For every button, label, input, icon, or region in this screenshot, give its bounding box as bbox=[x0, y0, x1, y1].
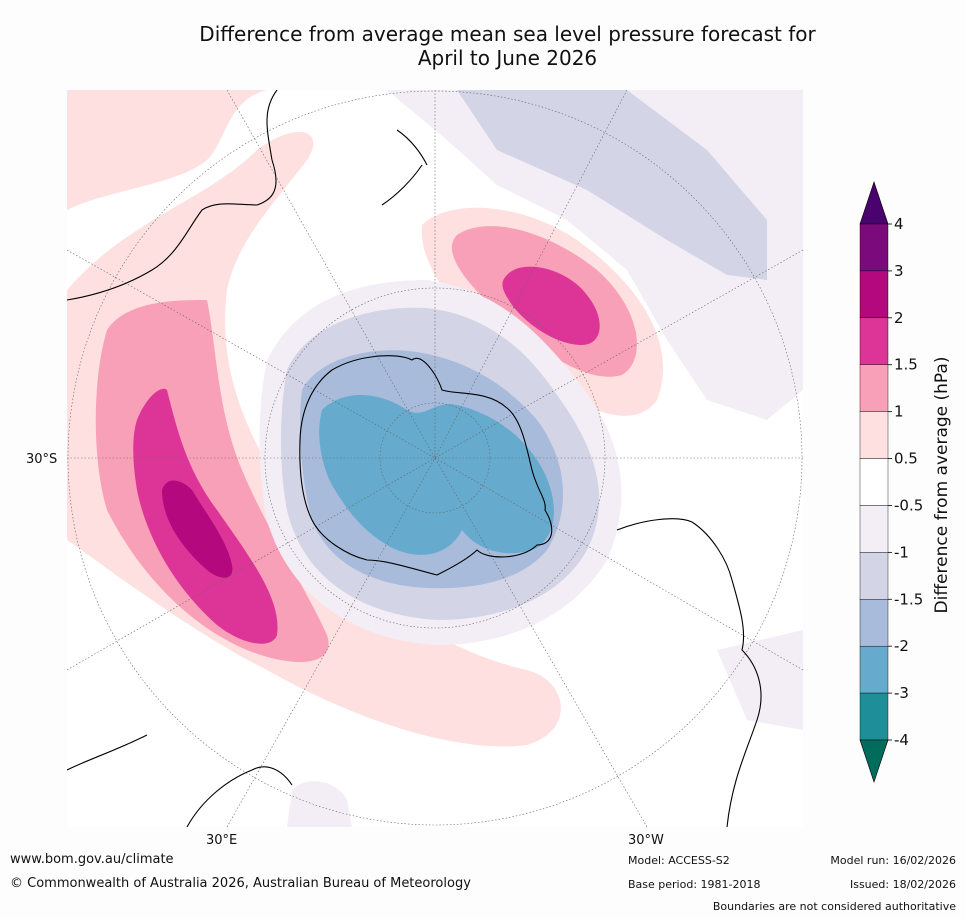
coast-antarctica bbox=[299, 355, 553, 576]
title-line-1: Difference from average mean sea level p… bbox=[199, 22, 816, 46]
colorbar-tick-label: 1.5 bbox=[894, 356, 918, 374]
coast-africa bbox=[67, 734, 293, 827]
anomaly-indian-plus-0-5 bbox=[67, 90, 267, 210]
map-panel bbox=[67, 90, 803, 827]
colorbar-bin bbox=[859, 364, 889, 412]
anomaly-map bbox=[67, 90, 803, 827]
coastlines bbox=[67, 90, 762, 827]
anomaly-indian-plus-1 bbox=[95, 300, 329, 662]
label-lat-30s: 30°S bbox=[26, 452, 58, 467]
colorbar-tick-label: -1.5 bbox=[894, 590, 923, 608]
colorbar-bin bbox=[859, 692, 889, 741]
colorbar-tick-label: 4 bbox=[894, 215, 904, 233]
colorbar-bin bbox=[859, 645, 889, 694]
anomaly-indian-plus-2 bbox=[162, 480, 233, 578]
colorbar-tick-label: -1 bbox=[894, 543, 909, 561]
colorbar-bin bbox=[859, 223, 889, 272]
colorbar-title: Difference from average (hPa) bbox=[932, 356, 952, 614]
footer-disclaimer: Boundaries are not considered authoritat… bbox=[712, 900, 956, 913]
coast-australia bbox=[67, 90, 278, 301]
footer-url: www.bom.gov.au/climate bbox=[10, 852, 174, 867]
colorbar-extend-over bbox=[859, 181, 889, 225]
colorbar-bin bbox=[859, 270, 889, 319]
colorbar-tick-label: -3 bbox=[894, 684, 909, 702]
label-lon-30w: 30°W bbox=[628, 833, 664, 848]
colorbar-tick-label: -4 bbox=[894, 731, 909, 749]
graticule bbox=[67, 90, 803, 827]
footer-model-run: Model run: 16/02/2026 bbox=[830, 854, 956, 867]
anomaly-pacific-plus-1-5 bbox=[502, 266, 600, 345]
coast-new-zealand bbox=[381, 129, 428, 206]
colorbar-bin bbox=[859, 599, 889, 647]
colorbar-bin bbox=[859, 505, 889, 553]
anomaly-band-pacific-minus-1 bbox=[457, 90, 767, 280]
coast-south-america bbox=[616, 518, 762, 827]
colorbar-tick-label: 1 bbox=[894, 403, 904, 421]
colorbar-tick-label: -0.5 bbox=[894, 496, 923, 514]
footer-issued: Issued: 18/02/2026 bbox=[849, 878, 956, 891]
anomaly-band-bottom-minus-0-5 bbox=[287, 781, 352, 827]
label-lon-30e: 30°E bbox=[206, 833, 238, 848]
colorbar-tick-label: -2 bbox=[894, 637, 909, 655]
colorbar-graphic: 4 3 2 1.5 1 0.5 -0.5 -1 -1.5 -2 -3 -4 bbox=[859, 181, 923, 783]
colorbar-tick-label: 0.5 bbox=[894, 450, 918, 468]
anomaly-antarctic-minus-2 bbox=[319, 395, 554, 555]
colorbar-tick-label: 3 bbox=[894, 262, 904, 280]
chart-title: Difference from average mean sea level p… bbox=[100, 22, 915, 70]
colorbar-bin bbox=[859, 552, 889, 600]
footer-model: Model: ACCESS-S2 bbox=[628, 854, 730, 867]
colorbar-bin bbox=[859, 411, 889, 459]
footer-copyright: © Commonwealth of Australia 2026, Austra… bbox=[10, 876, 471, 891]
title-line-2: April to June 2026 bbox=[417, 46, 598, 70]
colorbar: 4 3 2 1.5 1 0.5 -0.5 -1 -1.5 -2 -3 -4 bbox=[840, 180, 960, 790]
footer-base-period: Base period: 1981-2018 bbox=[628, 878, 761, 891]
colorbar-bin bbox=[859, 317, 889, 365]
anomaly-band-right-edge-minus-0-5 bbox=[717, 630, 803, 730]
colorbar-extend-under bbox=[859, 739, 889, 783]
colorbar-tick-label: 2 bbox=[894, 309, 904, 327]
colorbar-bin bbox=[859, 458, 889, 506]
